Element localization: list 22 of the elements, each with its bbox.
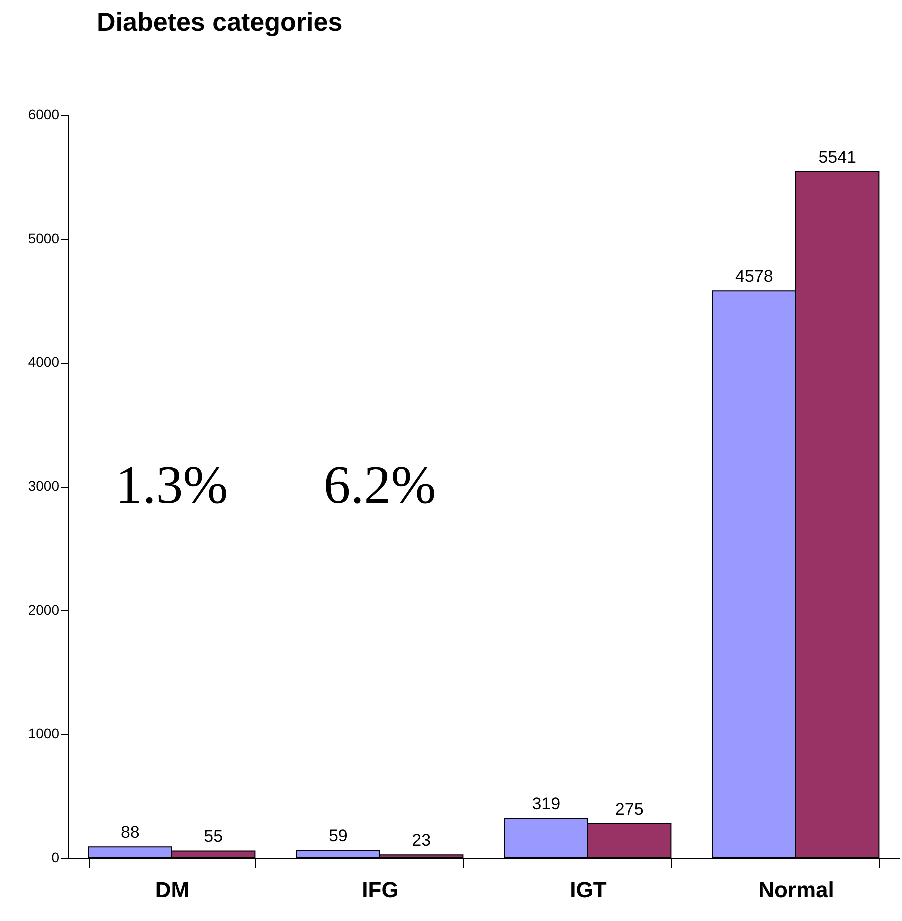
y-tick-label: 3000 xyxy=(28,478,60,494)
y-tick-label: 2000 xyxy=(28,602,60,618)
data-label: 59 xyxy=(328,826,348,846)
x-tick-label: Normal xyxy=(758,878,834,902)
y-tick-label: 6000 xyxy=(28,106,60,122)
x-tick-label: IGT xyxy=(570,878,608,902)
y-tick-label: 4000 xyxy=(28,354,60,370)
data-label: 4578 xyxy=(735,267,774,286)
annotation: 6.2% xyxy=(324,455,436,515)
data-label: 275 xyxy=(615,800,644,819)
data-label: 55 xyxy=(204,827,224,846)
annotation: 1.3% xyxy=(116,455,228,515)
data-label: 319 xyxy=(532,794,561,814)
data-label: 23 xyxy=(412,831,432,850)
data-label: 5541 xyxy=(818,148,857,167)
x-tick-label: IFG xyxy=(362,878,399,902)
y-tick-label: 0 xyxy=(52,850,60,866)
x-tick-label: DM xyxy=(155,878,190,902)
y-tick-label: 1000 xyxy=(28,726,60,742)
chart-title: Diabetes categories xyxy=(97,7,343,37)
data-label: 88 xyxy=(120,823,140,842)
y-tick-label: 5000 xyxy=(28,230,60,246)
